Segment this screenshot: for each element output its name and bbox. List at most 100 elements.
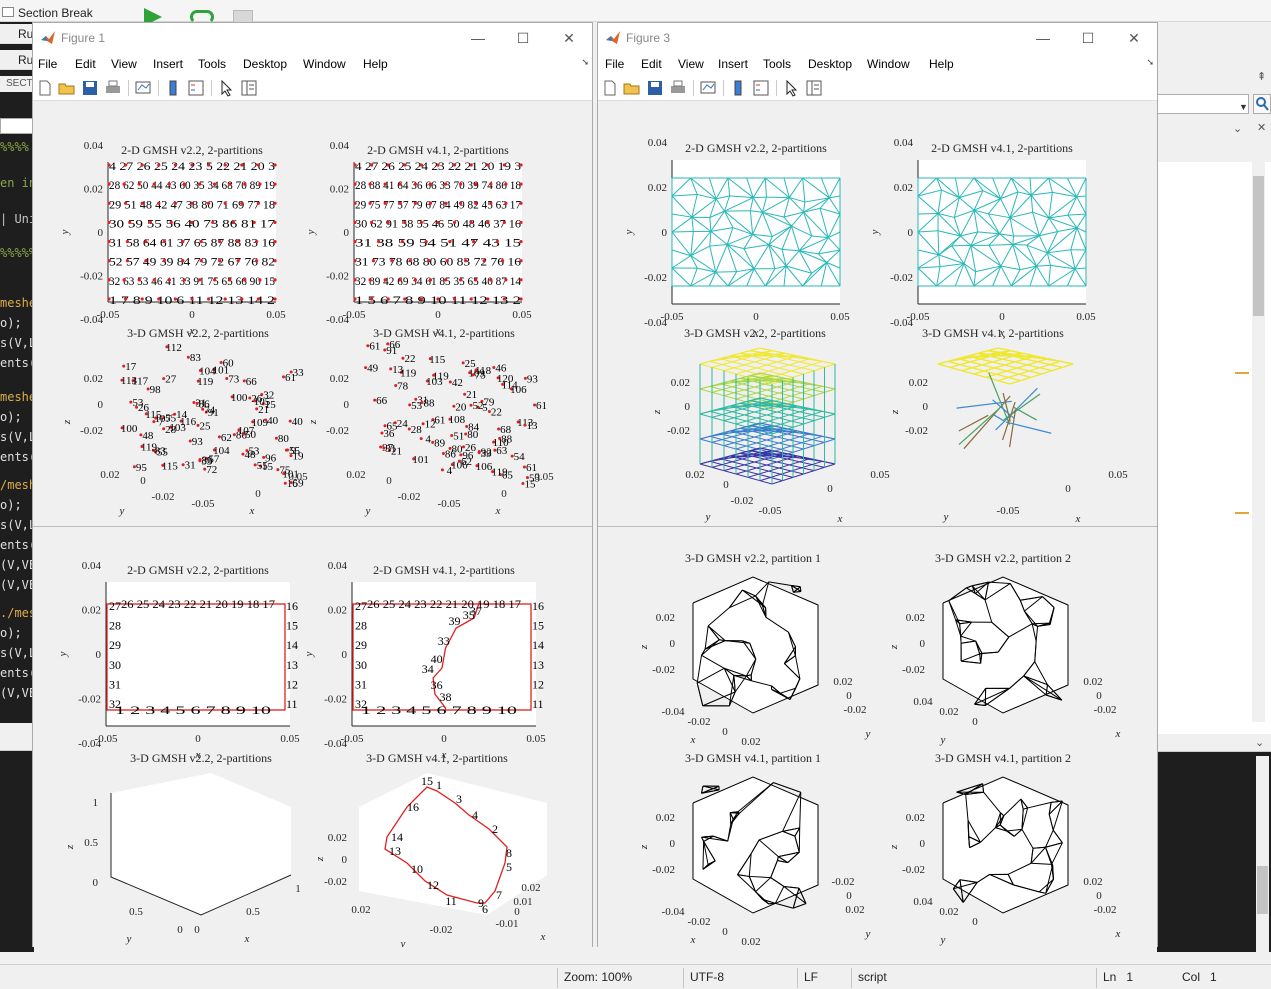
node-label: 13 — [392, 364, 404, 376]
legend-icon[interactable] — [752, 79, 770, 97]
close-icon[interactable]: ✕ — [1128, 30, 1140, 46]
mesh-edge — [690, 177, 698, 195]
menu-help[interactable]: Help — [363, 57, 388, 71]
search-icon[interactable] — [1253, 94, 1271, 114]
mesh-edge — [768, 225, 792, 246]
figure-3-titlebar[interactable]: Figure 3 — ☐ ✕ — [598, 23, 1157, 53]
menu-window[interactable]: Window — [303, 57, 346, 71]
new-figure-icon[interactable] — [36, 79, 54, 97]
node-marker — [353, 239, 357, 244]
node-marker — [440, 468, 444, 472]
colorbar-icon[interactable] — [164, 79, 182, 97]
menu-window[interactable]: Window — [867, 57, 910, 71]
plot-title: 3-D GMSH v4.1, 2-partitions — [922, 326, 1064, 340]
menu-insert[interactable]: Insert — [718, 57, 749, 71]
menu-edit[interactable]: Edit — [75, 57, 96, 71]
node-marker — [207, 297, 211, 301]
interface-node-label: 33 — [438, 634, 450, 648]
close-icon[interactable]: ✕ — [563, 30, 575, 46]
node-marker — [241, 452, 245, 456]
minimize-icon[interactable]: — — [1036, 30, 1050, 46]
open-file-icon[interactable] — [623, 79, 641, 97]
menu-desktop[interactable]: Desktop — [808, 57, 853, 71]
mesh-edge — [826, 262, 841, 269]
dock-icon[interactable]: ➘ — [1146, 57, 1154, 67]
node-marker — [450, 433, 454, 437]
save-icon[interactable] — [646, 79, 664, 97]
menu-tools[interactable]: Tools — [763, 57, 792, 71]
node-marker — [240, 201, 244, 205]
mesh-edge — [1048, 177, 1053, 193]
menu-desktop[interactable]: Desktop — [243, 57, 288, 71]
command-window[interactable] — [0, 751, 34, 951]
chevron-down-icon[interactable]: ▼ — [1239, 102, 1248, 112]
menu-insert[interactable]: Insert — [153, 57, 184, 71]
node-marker — [413, 182, 417, 186]
workspace-scrollbar[interactable] — [1252, 162, 1265, 722]
y-axis-label: y — [940, 734, 946, 746]
edit-plot-pointer-icon[interactable] — [782, 79, 800, 97]
figure-1-titlebar[interactable]: Figure 1 — ☐ ✕ — [33, 23, 592, 53]
mesh-edge — [1009, 217, 1015, 237]
menu-view[interactable]: View — [678, 57, 704, 71]
colorbar-icon[interactable] — [729, 79, 747, 97]
mesh-edge — [704, 640, 726, 650]
link-plot-icon[interactable] — [699, 79, 717, 97]
node-marker — [198, 459, 202, 463]
legend-icon[interactable] — [187, 79, 205, 97]
node-label: 26 — [465, 442, 477, 454]
y-axis-label: y — [943, 511, 949, 523]
new-figure-icon[interactable] — [601, 79, 619, 97]
figure-3-window[interactable]: Figure 3 — ☐ ✕ File Edit View Insert Too… — [597, 22, 1158, 948]
run-icon[interactable] — [144, 8, 162, 26]
boundary-left-label: 27 — [109, 599, 121, 613]
run-to-end-button[interactable]: Ru — [0, 50, 34, 70]
menu-edit[interactable]: Edit — [641, 57, 662, 71]
x-tick-label: 0 — [514, 906, 520, 918]
menu-file[interactable]: File — [38, 57, 58, 71]
y-tick-label: -0.04 — [80, 314, 103, 326]
edit-plot-pointer-icon[interactable] — [217, 79, 235, 97]
menu-tools[interactable]: Tools — [198, 57, 227, 71]
mesh-edge — [984, 687, 1010, 706]
open-file-icon[interactable] — [58, 79, 76, 97]
menu-file[interactable]: File — [605, 57, 625, 71]
node-marker — [195, 401, 199, 405]
maximize-icon[interactable]: ☐ — [1081, 30, 1095, 46]
mesh-edge — [708, 271, 717, 287]
link-plot-icon[interactable] — [134, 79, 152, 97]
print-icon[interactable] — [669, 79, 687, 97]
boundary-node-label: 6 — [482, 902, 488, 916]
z-tick-label: -0.02 — [652, 864, 675, 876]
path-field[interactable] — [1157, 94, 1249, 114]
node-marker — [419, 220, 423, 225]
z-tick-label: 0 — [685, 401, 691, 413]
mesh-edge — [993, 414, 1006, 423]
lower-scrollbar[interactable] — [1256, 756, 1269, 952]
dock-icon[interactable]: ➘ — [581, 57, 589, 67]
print-icon[interactable] — [104, 79, 122, 97]
maximize-icon[interactable]: ☐ — [516, 30, 530, 46]
node-label: 33 — [293, 367, 305, 379]
menu-view[interactable]: View — [111, 57, 137, 71]
node-label: 31 — [195, 397, 206, 409]
close-icon[interactable]: ✕ — [1257, 122, 1267, 134]
node-marker — [273, 220, 277, 225]
save-icon[interactable] — [81, 79, 99, 97]
run-advance-icon[interactable] — [190, 10, 214, 24]
minimize-icon[interactable]: — — [471, 30, 485, 46]
x-tick-label: -0.05 — [95, 733, 118, 745]
property-inspector-icon[interactable] — [805, 79, 823, 97]
lower-panel[interactable] — [1157, 752, 1271, 952]
run-section-button[interactable]: Ru — [0, 24, 34, 44]
panel-menu-icon[interactable]: ⌄ — [1255, 737, 1265, 749]
menu-help[interactable]: Help — [929, 57, 954, 71]
mesh-edge — [962, 882, 978, 903]
minimize-panel-icon[interactable]: ⇞ — [1257, 71, 1267, 83]
mesh-edge — [803, 211, 813, 237]
property-inspector-icon[interactable] — [240, 79, 258, 97]
figure-1-window[interactable]: Figure 1 — ☐ ✕ File Edit View Insert Too… — [32, 22, 593, 950]
panel-menu-icon[interactable]: ⌄ — [1233, 123, 1243, 135]
node-label: 5 — [482, 402, 488, 414]
section-break-button[interactable]: Section Break — [18, 6, 93, 20]
